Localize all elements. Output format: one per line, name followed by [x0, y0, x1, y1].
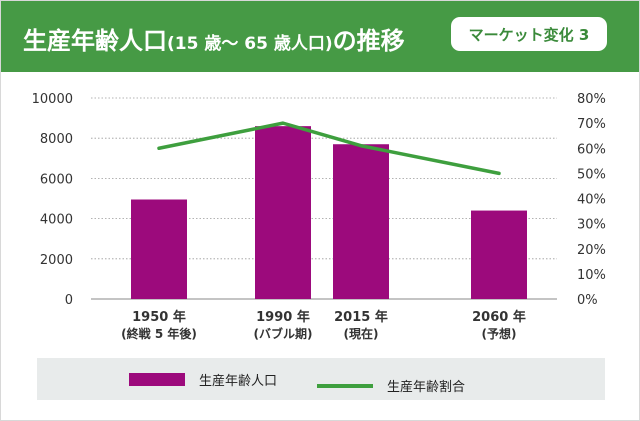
y-left-tick-label: 6000	[40, 172, 73, 187]
header-bar: 生産年齢人口(15 歳〜 65 歳人口)の推移 マーケット変化 3	[1, 1, 639, 72]
title-paren: (15 歳〜 65 歳人口)	[167, 34, 333, 54]
y-right-tick-label: 30%	[577, 218, 606, 233]
y-right-tick-label: 20%	[577, 243, 606, 258]
legend-swatch-bar	[129, 373, 185, 386]
x-category-note: (終戦 5 年後)	[121, 326, 197, 341]
ratio-line	[157, 121, 501, 176]
y-right-tick-label: 70%	[577, 117, 606, 132]
y-right-tick-label: 40%	[577, 193, 606, 208]
legend-swatch-line	[317, 384, 373, 388]
y-left-tick-label: 4000	[40, 213, 73, 228]
legend-item-population: 生産年齢人口	[129, 370, 277, 389]
y-left-tick-label: 2000	[40, 253, 73, 268]
legend: 生産年齢人口 生産年齢割合	[37, 358, 605, 400]
y-right-tick-label: 60%	[577, 142, 606, 157]
legend-item-ratio: 生産年齢割合	[317, 377, 465, 395]
legend-label-population: 生産年齢人口	[199, 374, 278, 389]
x-category-year: 2015 年	[334, 309, 388, 325]
y-left-tick-label: 8000	[40, 132, 73, 147]
y-right-tick-label: 10%	[577, 268, 606, 283]
y-right-tick-label: 50%	[577, 167, 606, 182]
y-left-tick-label: 0	[65, 293, 73, 308]
chart-title: 生産年齢人口(15 歳〜 65 歳人口)の推移	[23, 21, 405, 56]
x-category-note: (予想)	[482, 326, 517, 341]
x-category-year: 1950 年	[132, 309, 186, 325]
market-change-badge: マーケット変化 3	[451, 17, 607, 51]
x-category-note: (バブル期)	[254, 326, 313, 341]
bar	[471, 210, 527, 299]
title-main: 生産年齢人口	[23, 27, 167, 55]
y-left-tick-label: 10000	[32, 92, 73, 107]
x-category-note: (現在)	[344, 326, 379, 341]
y-right-tick-label: 0%	[577, 293, 598, 308]
title-tail: の推移	[332, 27, 405, 55]
bar	[131, 199, 187, 299]
x-category-year: 1990 年	[256, 309, 310, 325]
legend-label-ratio: 生産年齢割合	[387, 380, 466, 395]
y-right-tick-label: 80%	[577, 92, 606, 107]
bar	[255, 126, 311, 299]
bar	[333, 144, 389, 299]
x-category-year: 2060 年	[472, 309, 526, 325]
